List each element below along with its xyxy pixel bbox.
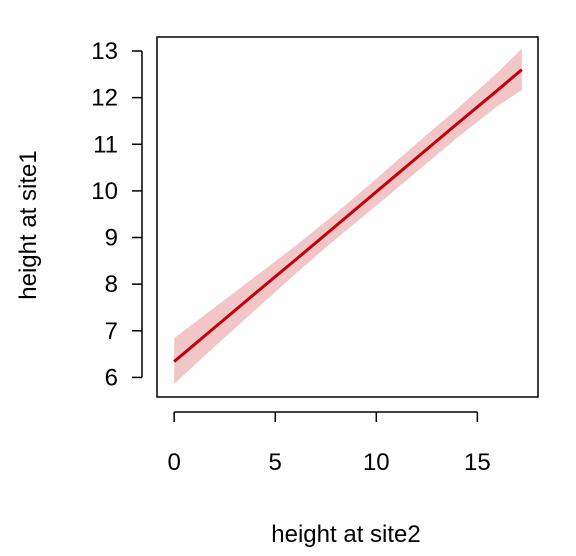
- fit-line-0: [173, 68, 523, 363]
- y-tick-label: 9: [105, 225, 118, 252]
- x-axis-label: height at site2: [271, 521, 420, 548]
- y-tick-label: 8: [105, 271, 118, 298]
- y-tick-label: 13: [91, 38, 118, 65]
- y-tick-label: 7: [105, 318, 118, 345]
- x-axis: 0 5 10 15: [168, 411, 491, 476]
- y-tick-label: 12: [91, 85, 118, 112]
- x-tick-label: 10: [363, 449, 390, 476]
- y-tick-label: 6: [105, 364, 118, 391]
- y-tick-label: 11: [93, 131, 118, 158]
- plot-frame: [156, 36, 539, 398]
- y-axis-label: height at site1: [15, 150, 42, 299]
- x-tick-label: 5: [269, 449, 282, 476]
- fit-line-layer: [173, 68, 523, 363]
- y-tick-label: 10: [91, 178, 118, 205]
- x-tick-label: 0: [168, 449, 181, 476]
- y-axis: 6 7 8 9 10 11 12 13: [91, 38, 143, 391]
- x-tick-label: 15: [464, 449, 491, 476]
